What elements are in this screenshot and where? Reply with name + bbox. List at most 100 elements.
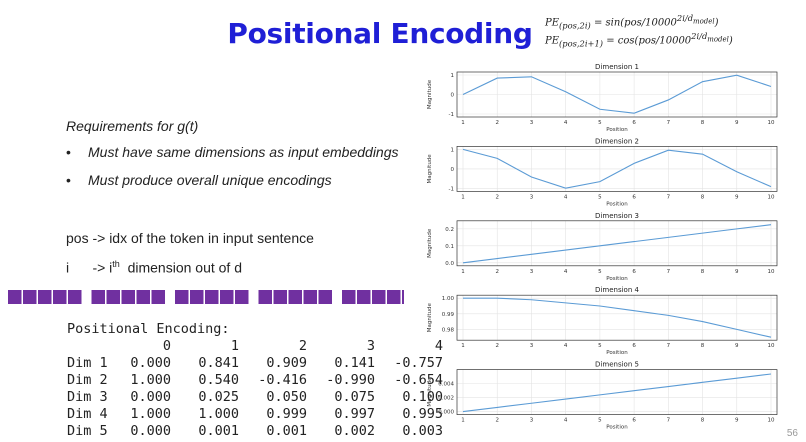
embedding-square [387, 290, 401, 304]
chart-dimension-1: Dimension 110-11 2 3 4 5 6 7 8 9 10PositionMagnit… [427, 63, 778, 133]
y-tick-label: 0 [451, 93, 455, 99]
table-cell: 0.995 [402, 406, 443, 422]
pos-definition: pos -> idx of the token in input sentenc… [66, 230, 314, 246]
embedding-square [303, 290, 317, 304]
x-tick-label: 7 [667, 269, 671, 275]
requirements-title: Requirements for g(t) [66, 118, 199, 134]
table-cell: 0.000 [130, 355, 171, 371]
x-tick-label: 6 [632, 343, 636, 349]
chart-dimension-5: Dimension 5 0.004 0.002 0.000 1 2 3 4 5 6 7 8 9 10 Pos… [427, 361, 778, 431]
table-cell: -0.416 [258, 372, 307, 388]
bullet-item: • Must produce overall unique encodings [66, 172, 332, 188]
y-tick-label: 0.000 [438, 410, 454, 416]
table-cell: -0.654 [394, 372, 443, 388]
x-tick-label: 6 [632, 194, 636, 200]
y-axis-label: Magnitude [427, 303, 433, 333]
x-axis-label: Position [606, 350, 628, 356]
x-tick-label: 4 [564, 418, 568, 424]
table-cell: 0.003 [402, 423, 443, 439]
x-tick-label: 9 [735, 343, 739, 349]
table-cell: 0.000 [130, 389, 171, 405]
embedding-blocks [8, 290, 404, 304]
chart-title: Dimension 5 [595, 361, 639, 369]
table-cell: 0.909 [266, 355, 307, 371]
column-header: 0 [162, 338, 171, 354]
embedding-square [175, 290, 189, 304]
embedding-square [372, 290, 386, 304]
series-line [462, 224, 772, 264]
plot-frame [456, 146, 778, 192]
row-label: Dim 2 [67, 372, 108, 388]
table-row: Dim 3 0.000 0.025 0.050 0.075 0.100 [67, 389, 443, 406]
embedding-square [23, 290, 37, 304]
x-tick-label: 1 [461, 120, 465, 126]
slide-title: Positional Encoding [227, 17, 533, 50]
x-tick-label: 9 [735, 269, 739, 275]
x-tick-label: 4 [564, 194, 568, 200]
y-tick-label: 0.98 [442, 327, 455, 333]
y-tick-label: -1 [449, 186, 454, 192]
embedding-square [205, 290, 219, 304]
embedding-square [106, 290, 120, 304]
table-cell: 0.999 [266, 406, 307, 422]
chart-dimension-4: Dimension 4 1.00 0.99 0.98 1 2 3 4 5 6 7 8 9 10 Positi… [427, 286, 778, 356]
table-cell: 0.841 [198, 355, 239, 371]
x-tick-label: 3 [530, 418, 534, 424]
plot-frame [456, 220, 778, 267]
x-tick-label: 2 [495, 194, 499, 200]
column-header: 4 [434, 338, 443, 354]
table-cell: 0.540 [198, 372, 239, 388]
table-row: Dim 4 1.000 1.000 0.999 0.997 0.995 [67, 406, 443, 423]
x-tick-label: 3 [530, 194, 534, 200]
table-title: Positional Encoding: [67, 321, 230, 337]
row-label: Dim 4 [67, 406, 108, 422]
table-row: Dim 5 0.000 0.001 0.001 0.002 0.003 [67, 423, 443, 440]
x-tick-label: 3 [530, 343, 534, 349]
x-tick-label: 3 [530, 269, 534, 275]
x-tick-label: 2 [495, 269, 499, 275]
table-cell: 0.997 [334, 406, 375, 422]
embedding-square [8, 290, 22, 304]
x-axis-label: Position [606, 201, 628, 207]
table-cell: 1.000 [130, 372, 171, 388]
x-tick-label: 1 [461, 418, 465, 424]
embedding-square [136, 290, 150, 304]
x-tick-label: 8 [701, 120, 705, 126]
x-tick-label: 8 [701, 269, 705, 275]
x-tick-label: 10 [768, 418, 775, 424]
embedding-square [121, 290, 135, 304]
column-header: 1 [230, 338, 239, 354]
table-cell: 0.001 [198, 423, 239, 439]
x-tick-label: 5 [598, 120, 602, 126]
embedding-square [288, 290, 302, 304]
series-line [462, 74, 772, 114]
embedding-square [235, 290, 249, 304]
x-tick-label: 10 [768, 120, 775, 126]
table-cell: 0.002 [334, 423, 375, 439]
table-cell: 0.025 [198, 389, 239, 405]
x-tick-label: 10 [768, 343, 775, 349]
row-label: Dim 3 [67, 389, 108, 405]
table-cell: 0.001 [266, 423, 307, 439]
bullet-item: • Must have same dimensions as input embe… [66, 144, 399, 160]
x-tick-label: 10 [768, 194, 775, 200]
x-tick-label: 2 [495, 120, 499, 126]
x-tick-label: 2 [495, 418, 499, 424]
y-axis-label: Magnitude [427, 154, 433, 184]
x-tick-label: 4 [564, 120, 568, 126]
y-axis-label: Magnitude [427, 228, 433, 258]
series-line [462, 148, 772, 189]
x-tick-label: 3 [530, 120, 534, 126]
y-tick-label: -1 [449, 112, 454, 118]
x-tick-label: 5 [598, 418, 602, 424]
x-tick-label: 1 [461, 343, 465, 349]
table-cell: 1.000 [198, 406, 239, 422]
y-tick-label: 0.2 [445, 227, 454, 233]
y-tick-label: 0.1 [445, 244, 454, 250]
embedding-square [342, 290, 356, 304]
x-tick-label: 4 [564, 269, 568, 275]
column-header: 3 [366, 338, 375, 354]
row-label: Dim 1 [67, 355, 108, 371]
embedding-square [68, 290, 82, 304]
embedding-square [53, 290, 67, 304]
